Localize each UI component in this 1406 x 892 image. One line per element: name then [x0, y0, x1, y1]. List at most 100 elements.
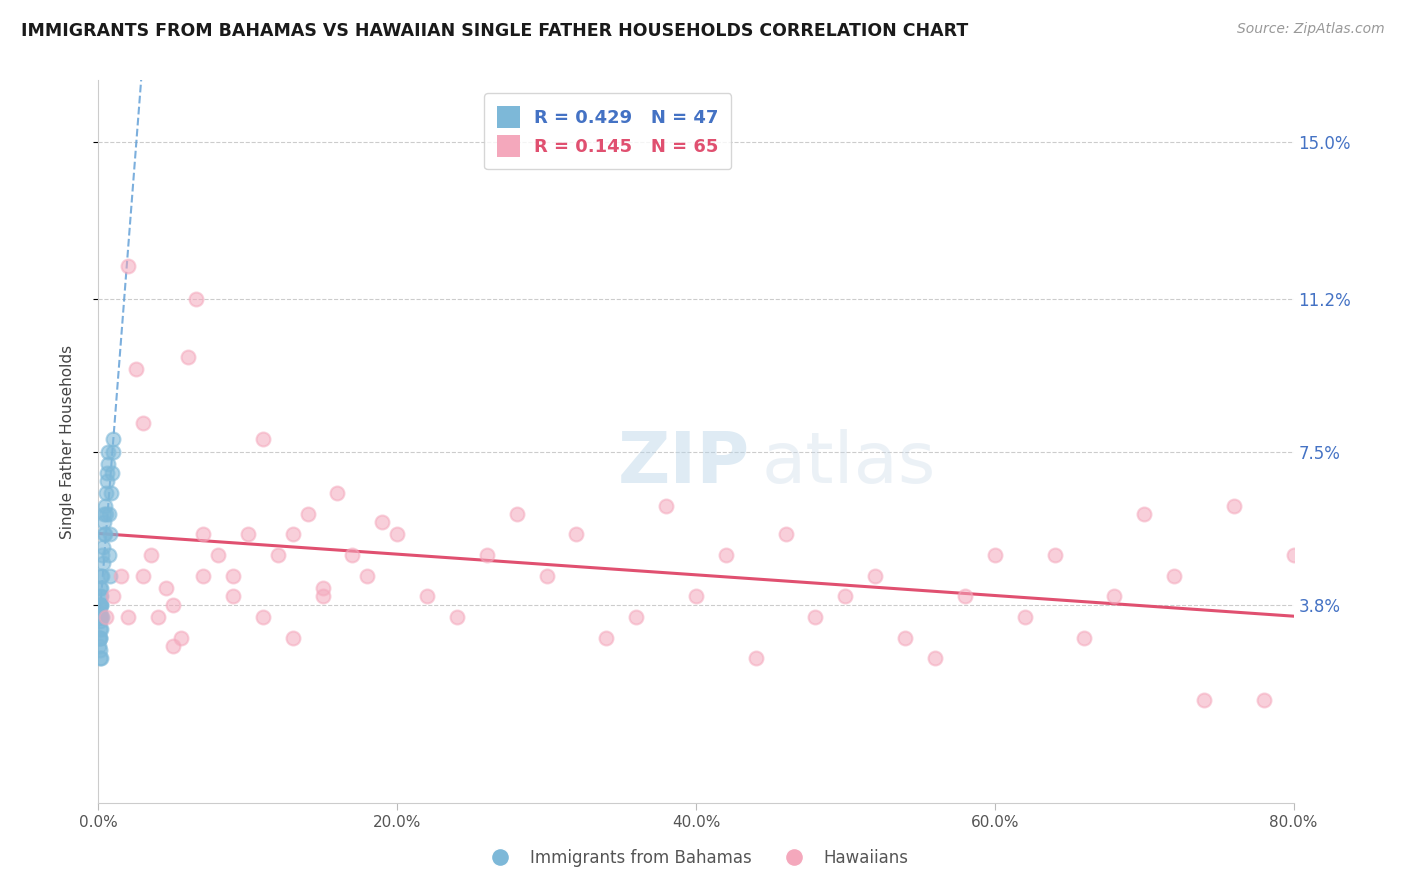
Point [132, 568, 155, 582]
Y-axis label: Single Father Households: Single Father Households [60, 344, 75, 539]
Point [595, 631, 617, 645]
Point [685, 590, 707, 604]
Point [177, 350, 200, 364]
Point [446, 610, 468, 624]
Point [90, 568, 112, 582]
Point [1223, 499, 1246, 513]
Point [162, 598, 184, 612]
Point [94, 610, 117, 624]
Point [89, 643, 111, 657]
Point [191, 568, 214, 582]
Point [90, 598, 112, 612]
Point [267, 548, 290, 562]
Point [90, 568, 112, 582]
Text: Source: ZipAtlas.com: Source: ZipAtlas.com [1237, 22, 1385, 37]
Point [222, 568, 245, 582]
Point [89, 590, 111, 604]
Point [97, 457, 120, 471]
Point [89, 651, 111, 665]
Point [953, 590, 976, 604]
Point [1133, 507, 1156, 521]
Point [89, 623, 111, 637]
Point [89, 614, 111, 628]
Point [834, 590, 856, 604]
Point [96, 466, 118, 480]
Point [311, 581, 333, 595]
Point [132, 416, 155, 430]
Point [91, 548, 114, 562]
Point [103, 590, 125, 604]
Point [90, 581, 112, 595]
Point [98, 527, 122, 541]
Point [91, 540, 114, 554]
Point [1282, 548, 1305, 562]
Point [416, 590, 439, 604]
Point [191, 527, 214, 541]
Point [655, 499, 678, 513]
Point [236, 527, 259, 541]
Point [101, 466, 124, 480]
Point [89, 606, 111, 620]
Point [536, 568, 558, 582]
Point [252, 610, 274, 624]
Point [506, 507, 529, 521]
Point [1014, 610, 1036, 624]
Point [342, 548, 364, 562]
Point [117, 610, 139, 624]
Text: IMMIGRANTS FROM BAHAMAS VS HAWAIIAN SINGLE FATHER HOUSEHOLDS CORRELATION CHART: IMMIGRANTS FROM BAHAMAS VS HAWAIIAN SING… [21, 22, 969, 40]
Point [90, 610, 112, 624]
Point [89, 631, 111, 645]
Point [101, 445, 124, 459]
Point [865, 568, 887, 582]
Point [110, 568, 132, 582]
Point [924, 651, 946, 665]
Point [93, 507, 115, 521]
Point [565, 527, 588, 541]
Point [281, 527, 304, 541]
Point [184, 292, 207, 306]
Point [804, 610, 827, 624]
Point [89, 631, 111, 645]
Point [100, 486, 122, 500]
Point [222, 590, 245, 604]
Point [984, 548, 1007, 562]
Point [96, 474, 118, 488]
Text: ZIP: ZIP [617, 429, 749, 498]
Point [1104, 590, 1126, 604]
Point [97, 548, 120, 562]
Point [89, 639, 111, 653]
Point [311, 590, 333, 604]
Point [97, 445, 120, 459]
Point [155, 581, 177, 595]
Point [148, 610, 170, 624]
Point [326, 486, 349, 500]
Point [356, 568, 378, 582]
Point [93, 515, 115, 529]
Point [94, 499, 117, 513]
Point [1253, 692, 1275, 706]
Point [714, 548, 737, 562]
Point [90, 623, 112, 637]
Point [1163, 568, 1185, 582]
Point [93, 527, 115, 541]
Point [89, 598, 111, 612]
Point [90, 610, 112, 624]
Point [626, 610, 648, 624]
Point [89, 610, 111, 624]
Point [169, 631, 191, 645]
Point [475, 548, 498, 562]
Text: atlas: atlas [762, 429, 936, 498]
Point [98, 568, 121, 582]
Point [125, 362, 148, 376]
Point [117, 259, 139, 273]
Point [139, 548, 162, 562]
Point [94, 507, 117, 521]
Point [90, 651, 112, 665]
Legend: Immigrants from Bahamas, Hawaiians: Immigrants from Bahamas, Hawaiians [477, 843, 915, 874]
Point [89, 581, 111, 595]
Point [281, 631, 304, 645]
Point [894, 631, 917, 645]
Point [91, 557, 114, 571]
Point [371, 515, 394, 529]
Point [1043, 548, 1066, 562]
